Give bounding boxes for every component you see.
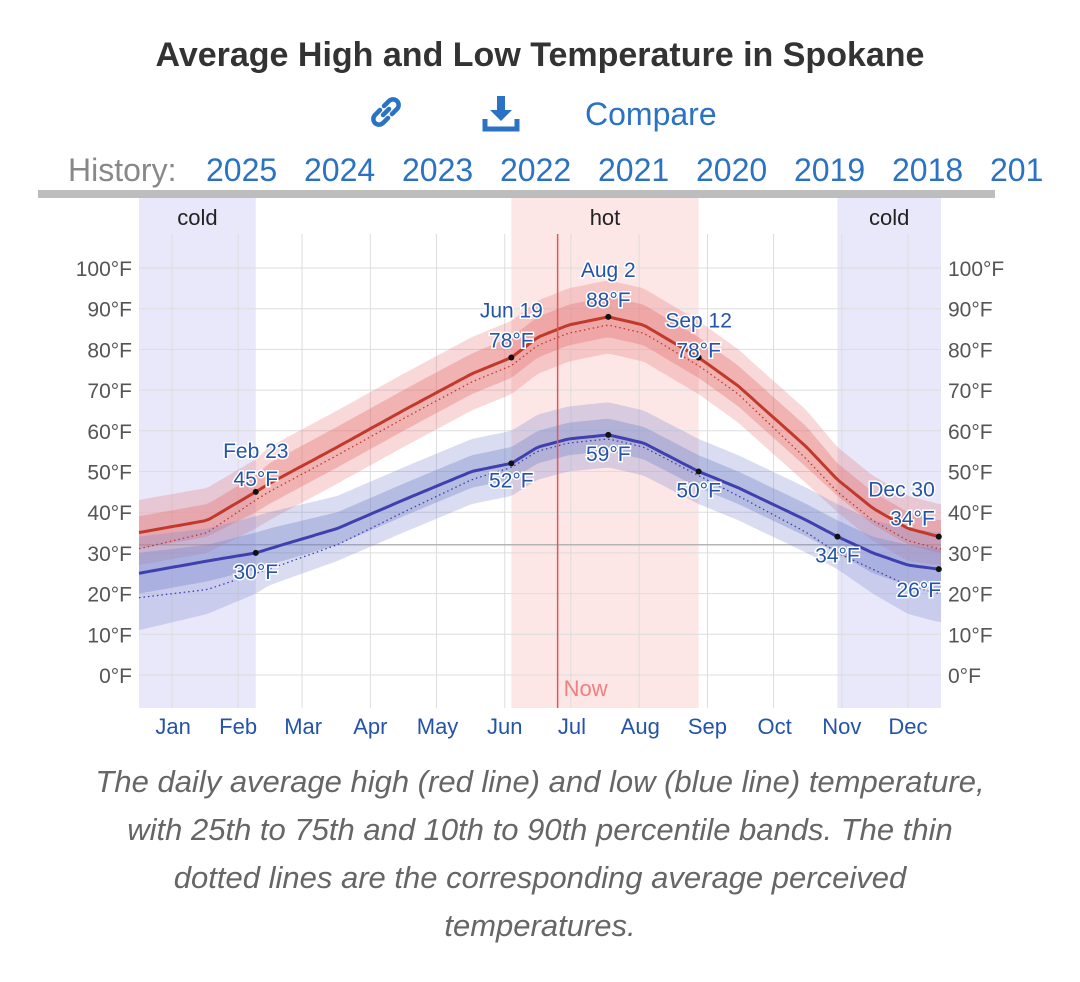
month-label: Jan	[155, 714, 190, 739]
annotation-dot	[252, 488, 259, 495]
y-tick-label-left: 30°F	[87, 543, 132, 566]
y-tick-label-left: 10°F	[87, 624, 132, 647]
history-year-link[interactable]: 2025	[206, 152, 278, 188]
low-perceived-line	[138, 438, 942, 599]
annotation-dot	[252, 549, 259, 556]
low-band-25-75	[139, 418, 941, 594]
annotation-dot	[508, 460, 515, 467]
y-tick-label-right: 50°F	[948, 462, 993, 485]
history-year-link[interactable]: 2022	[500, 152, 572, 188]
y-tick-label-right: 10°F	[948, 624, 993, 647]
annotation-dot	[605, 313, 612, 320]
history-year-link[interactable]: 2021	[598, 152, 670, 188]
month-label: Feb	[219, 714, 257, 739]
month-label: May	[417, 714, 459, 739]
annotation-date: Jun 19	[480, 300, 543, 323]
cold-season-band	[837, 198, 941, 708]
y-tick-label-right: 0°F	[948, 665, 981, 688]
y-tick-label-left: 80°F	[87, 339, 132, 362]
y-tick-label-right: 30°F	[948, 543, 993, 566]
annotation-date: Sep 12	[665, 310, 732, 333]
annotation-dot	[834, 533, 841, 540]
high-average-line	[138, 315, 942, 539]
y-tick-label-right: 60°F	[948, 421, 993, 444]
link-icon[interactable]	[366, 92, 406, 132]
annotation-dot	[605, 431, 612, 438]
annotation-value: 59°F	[586, 443, 631, 466]
annotation-value: 52°F	[489, 469, 534, 492]
annotation-date: Feb 23	[223, 440, 288, 463]
history-label: History:	[68, 152, 177, 188]
season-label-cold: cold	[869, 205, 909, 230]
history-year-link[interactable]: 2018	[892, 152, 964, 188]
y-tick-label-left: 60°F	[87, 421, 132, 444]
annotation-value: 78°F	[676, 340, 721, 363]
history-year-link[interactable]: 2019	[794, 152, 866, 188]
y-tick-label-left: 100°F	[76, 258, 132, 281]
annotation-dot	[695, 354, 702, 361]
history-bar: History: 2025 2024 2023 2022 2021 2020 2…	[0, 150, 1080, 194]
page-title: Average High and Low Temperature in Spok…	[155, 36, 925, 74]
annotation-date: Aug 2	[581, 259, 636, 282]
y-tick-label-left: 50°F	[87, 462, 132, 485]
annotation-value: 34°F	[890, 508, 935, 531]
y-tick-label-left: 90°F	[87, 299, 132, 322]
annotation-dot	[935, 533, 942, 540]
temperature-chart: Now cold hot cold 100°F 100°F 90°F 90°F 80°F 80°F…	[76, 198, 1004, 739]
y-tick-label-right: 70°F	[948, 380, 993, 403]
y-tick-label-right: 90°F	[948, 299, 993, 322]
y-tick-label-right: 100°F	[948, 258, 1004, 281]
season-label-hot: hot	[590, 205, 621, 230]
history-year-link[interactable]: 2023	[402, 152, 474, 188]
y-tick-label-right: 20°F	[948, 584, 993, 607]
cold-season-band	[139, 198, 256, 708]
y-tick-label-left: 70°F	[87, 380, 132, 403]
month-label: Jun	[487, 714, 522, 739]
annotation-value: 34°F	[815, 545, 860, 568]
chart-actions: Compare	[0, 92, 1080, 142]
month-label: Nov	[822, 714, 861, 739]
now-label: Now	[564, 676, 608, 701]
annotation-date: Dec 30	[868, 479, 935, 502]
annotation-value: 50°F	[676, 480, 721, 503]
download-icon[interactable]	[482, 94, 520, 132]
annotation-dot	[695, 468, 702, 475]
annotation-value: 30°F	[233, 561, 278, 584]
month-label: Aug	[621, 714, 660, 739]
y-tick-label-left: 0°F	[99, 665, 132, 688]
compare-link[interactable]: Compare	[585, 96, 717, 132]
low-average-line	[138, 433, 942, 575]
month-label: Oct	[758, 714, 792, 739]
month-label: Apr	[353, 714, 387, 739]
annotation-dot	[508, 354, 515, 361]
month-label: Mar	[284, 714, 322, 739]
month-label: Jul	[558, 714, 586, 739]
chart-caption: The daily average high (red line) and lo…	[95, 764, 985, 943]
hot-season-band	[511, 198, 699, 708]
y-tick-label-left: 40°F	[87, 502, 132, 525]
season-label-cold: cold	[177, 205, 217, 230]
annotation-value: 26°F	[896, 579, 941, 602]
y-tick-label-left: 20°F	[87, 584, 132, 607]
history-year-link[interactable]: 201	[990, 152, 1044, 188]
y-tick-label-right: 40°F	[948, 502, 993, 525]
month-label: Dec	[888, 714, 927, 739]
y-tick-label-right: 80°F	[948, 339, 993, 362]
low-band-10-90	[139, 402, 941, 631]
annotation-value: 88°F	[586, 289, 631, 312]
annotation-value: 78°F	[489, 330, 534, 353]
history-year-link[interactable]: 2024	[304, 152, 376, 188]
history-year-link[interactable]: 2020	[696, 152, 768, 188]
high-band-10-90	[139, 280, 941, 566]
annotation-dot	[935, 566, 942, 573]
history-divider	[38, 190, 995, 198]
month-label: Sep	[688, 714, 727, 739]
annotation-value: 45°F	[233, 468, 278, 491]
